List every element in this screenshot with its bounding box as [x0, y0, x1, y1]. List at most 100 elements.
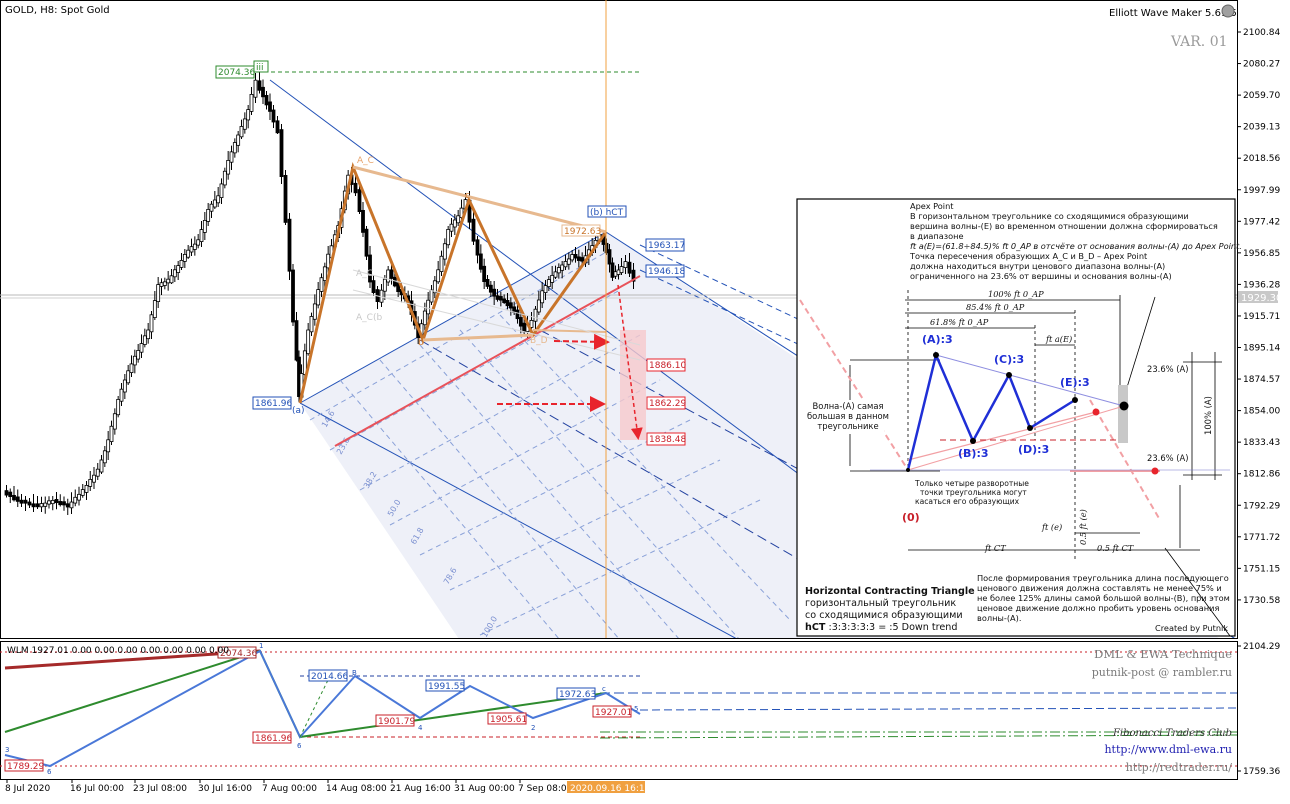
candle-body — [43, 502, 48, 507]
pct-100: 100% (A) — [1203, 396, 1213, 435]
candles — [4, 71, 636, 515]
apex-line-2: вершина волны-(E) во временном отношении… — [910, 221, 1218, 231]
candle-body — [149, 314, 154, 333]
candle-body — [439, 255, 444, 272]
candle-body — [232, 142, 237, 154]
price-tick-label: 1895.14 — [1243, 344, 1280, 354]
ft-85: 85.4% ft 0_AP — [966, 302, 1025, 312]
wlm-label-2014: 2014.66 — [311, 672, 348, 682]
candle-body — [58, 501, 63, 506]
price-tick-label: 1771.72 — [1243, 533, 1280, 543]
wlm-mark-6b: 6 — [297, 742, 302, 750]
candle-body — [619, 266, 624, 274]
candle-body — [563, 261, 568, 268]
candle-body — [62, 501, 66, 506]
price-tick-label: 1915.71 — [1243, 312, 1280, 322]
time-tick-label: 30 Jul 16:00 — [198, 784, 252, 794]
candle-body — [478, 253, 483, 270]
watermark: DML & EWA Technique putnik-post @ ramble… — [1092, 647, 1233, 774]
wave-label-B-D: B_D — [530, 336, 548, 346]
candle-body — [459, 207, 464, 219]
candle-body — [196, 239, 201, 246]
after-line-2: ценового движения должна составлять не м… — [977, 583, 1222, 593]
candle-body — [146, 329, 151, 340]
cursor-time-badge — [567, 781, 645, 793]
apex-line-6: должна находиться внутри ценового диапаз… — [910, 261, 1165, 271]
candle-body — [279, 129, 284, 178]
wave-label-b-hct: (b) hCT — [590, 208, 624, 218]
candle-body — [452, 219, 457, 228]
candle-body — [166, 278, 171, 284]
arrow-down — [617, 284, 643, 440]
pct-236-bot: 23.6% (A) — [1147, 453, 1189, 463]
chart-title: GOLD, H8: Spot Gold — [5, 5, 110, 16]
candle-body — [522, 322, 527, 333]
candle-body — [436, 269, 441, 283]
watermark-line1: DML & EWA Technique — [1094, 647, 1232, 661]
price-tick-label: 1812.86 — [1243, 470, 1280, 480]
wave-a-note-3: треугольнике — [817, 421, 878, 431]
candle-body — [35, 503, 40, 508]
cursor-time-label: 2020.09.16 16:15 — [570, 784, 650, 794]
candle-body — [291, 269, 295, 323]
candle-body — [382, 278, 387, 292]
candle-body — [364, 228, 369, 257]
candle-body — [529, 319, 534, 328]
candle-body — [92, 474, 96, 483]
indicator-icon[interactable] — [1221, 4, 1235, 18]
candle-body — [209, 203, 214, 212]
candle-body — [505, 299, 510, 307]
candle-body — [182, 253, 187, 262]
candle-body — [429, 289, 434, 303]
candle-body — [206, 208, 211, 222]
candle-body — [498, 296, 503, 301]
wave-label-b-lower: b — [418, 338, 424, 348]
candle-body — [73, 496, 78, 504]
candle-body — [518, 317, 523, 327]
panel-point-D: (D):3 — [1018, 443, 1049, 456]
candle-body — [550, 274, 555, 283]
watermark-line4: http://www.dml-ewa.ru — [1104, 743, 1232, 756]
price-label-1862: 1862.29 — [649, 399, 686, 409]
wlm-mark-6: 6 — [47, 768, 52, 776]
price-tick-label: 1997.99 — [1243, 186, 1280, 196]
apex-line-5: Точка пересечения образующих A_C и B_D –… — [909, 251, 1148, 261]
candle-body — [389, 269, 394, 279]
watermark-line5: http://redtrader.ru/ — [1126, 761, 1233, 774]
panel-point-A: (A):3 — [922, 333, 953, 346]
candle-body — [283, 174, 288, 223]
wlm-label-1972: 1972.63 — [559, 690, 596, 700]
candle-body — [219, 183, 224, 199]
candle-body — [326, 253, 331, 269]
candle-body — [361, 209, 365, 233]
wlm-mark-c: c — [602, 685, 606, 693]
time-tick-label: 16 Jul 00:00 — [70, 784, 124, 794]
ft-ct: ft CT — [984, 543, 1006, 553]
candle-body — [119, 388, 124, 402]
candle-body — [566, 258, 571, 265]
watermark-line3: Fibonacci Traders Club — [1112, 728, 1232, 739]
candle-body — [112, 413, 117, 430]
candle-body — [132, 355, 137, 366]
candle-body — [129, 363, 134, 373]
wave-label-A-C-b: A_C(b — [356, 313, 382, 323]
candle-body — [560, 264, 565, 271]
candle-body — [580, 257, 585, 262]
price-tick-label: 1751.15 — [1243, 564, 1280, 574]
candle-body — [515, 309, 520, 320]
pattern-code-bold: hCT — [805, 622, 826, 633]
info-panel: Apex Point В горизонтальном треугольнике… — [796, 198, 1242, 637]
after-line-4: ценовое движение должно пробить уровень … — [977, 603, 1219, 613]
time-tick-label: 7 Sep 08:00 — [518, 784, 573, 794]
svg-text:hCT :3:3:3:3:3 = :5 Down trend: hCT :3:3:3:3:3 = :5 Down trend — [805, 622, 957, 633]
candle-body — [371, 280, 376, 294]
candle-body — [271, 109, 276, 123]
candle-body — [264, 95, 269, 106]
apex-line-7: ограниченного на 23.6% от вершины и осно… — [910, 271, 1172, 281]
candle-body — [556, 267, 561, 274]
half-ft-e: 0.5 ft (e) — [1078, 509, 1088, 545]
candle-body — [536, 299, 541, 313]
candle-body — [257, 80, 262, 91]
